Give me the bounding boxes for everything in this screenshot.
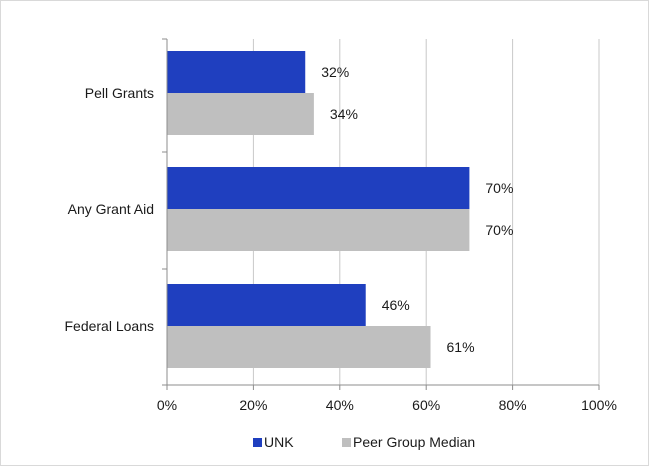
data-label: 34% <box>330 106 358 122</box>
bar <box>167 51 306 93</box>
axes <box>162 38 600 390</box>
bar <box>167 167 470 209</box>
data-label: 61% <box>447 339 475 355</box>
legend-label: UNK <box>264 434 294 450</box>
legend-swatch <box>253 438 262 447</box>
category-label: Pell Grants <box>85 85 154 101</box>
x-tick-label: 20% <box>239 397 267 413</box>
legend: UNK Peer Group Median <box>253 434 475 450</box>
data-label: 46% <box>382 297 410 313</box>
bar <box>167 209 470 251</box>
data-label: 70% <box>485 180 513 196</box>
legend-label: Peer Group Median <box>353 434 475 450</box>
x-tick-label: 60% <box>412 397 440 413</box>
labels: 0% 20% 40% 60% 80% 100% 32% 34% Pell Grants 70% 70… <box>64 64 616 413</box>
data-label: 32% <box>321 64 349 80</box>
legend-swatch <box>342 438 351 447</box>
x-tick-label: 100% <box>581 397 617 413</box>
bar <box>167 93 314 135</box>
bar <box>167 284 366 326</box>
data-label: 70% <box>485 222 513 238</box>
x-tick-label: 0% <box>157 397 177 413</box>
bar <box>167 326 431 368</box>
category-label: Any Grant Aid <box>68 201 154 217</box>
x-tick-label: 40% <box>326 397 354 413</box>
category-label: Federal Loans <box>64 318 154 334</box>
bars <box>167 51 470 368</box>
x-tick-label: 80% <box>499 397 527 413</box>
